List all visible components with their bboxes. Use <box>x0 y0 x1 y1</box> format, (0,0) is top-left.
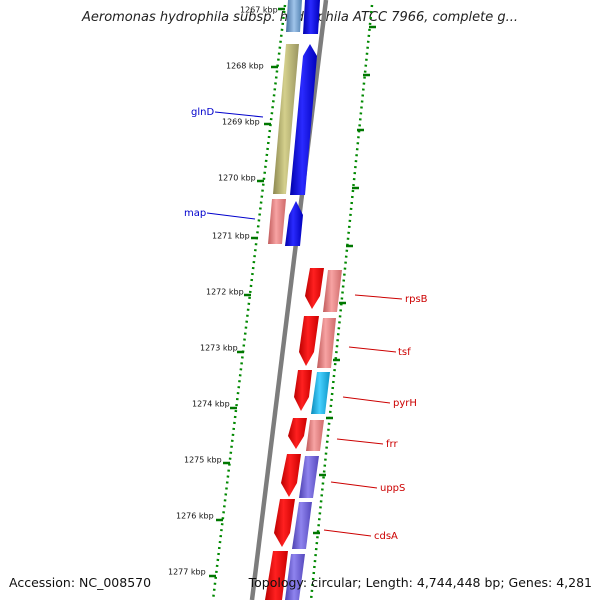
tick-label: 1269 kbp <box>222 118 260 127</box>
cog-frr <box>306 420 324 451</box>
cds-red-frr <box>288 418 307 449</box>
leader-line-rpsB <box>354 294 403 300</box>
leader-line-cdsA <box>323 529 372 537</box>
kbp-ticks: 1267 kbp 1268 kbp 1269 kbp 1270 kbp 1271 kbp… <box>168 6 376 578</box>
cog-rpsB <box>323 270 342 312</box>
tick-label: 1271 kbp <box>212 232 250 241</box>
tick-label: 1275 kbp <box>184 456 222 465</box>
backbone <box>249 0 329 600</box>
left-cds-track <box>268 0 302 244</box>
cds-pink-map <box>268 199 286 244</box>
red-cds-track <box>265 268 324 600</box>
right-dotted-ring <box>309 4 374 600</box>
cds-red-pyrH <box>294 370 312 411</box>
gene-label-uppS: uppS <box>380 483 405 494</box>
cds-red-cdsA <box>274 499 295 547</box>
cds-red-rpsB <box>305 268 324 309</box>
blue-cds-track <box>285 0 320 246</box>
tick-label: 1274 kbp <box>192 400 230 409</box>
cds-blue-top <box>303 0 320 34</box>
tick-label: 1276 kbp <box>176 512 214 521</box>
cog-cdsA <box>292 502 312 549</box>
leader-line-tsf <box>348 346 397 353</box>
cog-uppS <box>299 456 319 498</box>
left-dotted-ring <box>211 4 287 600</box>
leader-line-map <box>206 212 256 220</box>
gene-label-glnD: glnD <box>191 107 214 118</box>
gene-labels: glnD map rpsB tsf pyrH frr uppS cdsA <box>184 107 428 542</box>
gene-label-cdsA: cdsA <box>374 531 398 542</box>
cds-blue-map <box>285 201 303 246</box>
right-cog-track <box>285 270 342 600</box>
cds-steel-top <box>286 0 302 32</box>
tick-label: 1268 kbp <box>226 62 264 71</box>
cog-bottom <box>285 554 305 600</box>
accession-text: Accession: NC_008570 <box>9 575 152 590</box>
cds-red-uppS <box>281 454 301 497</box>
cds-olive-glnD <box>273 44 299 194</box>
topology-summary: Topology: circular; Length: 4,744,448 bp… <box>248 575 592 590</box>
tick-label: 1270 kbp <box>218 174 256 183</box>
tick-label: 1267 kbp <box>240 6 278 15</box>
cds-blue-glnD <box>290 44 317 195</box>
leader-line-pyrH <box>342 396 391 404</box>
tick-label: 1272 kbp <box>206 288 244 297</box>
cds-red-bottom <box>265 551 288 600</box>
gene-label-pyrH: pyrH <box>393 398 417 409</box>
leader-line-frr <box>336 438 384 445</box>
cog-tsf <box>317 318 336 368</box>
leader-line-glnD <box>214 111 264 118</box>
tick-label: 1273 kbp <box>200 344 238 353</box>
gene-label-tsf: tsf <box>398 347 411 358</box>
gene-label-rpsB: rpsB <box>405 294 428 305</box>
tick-label: 1277 kbp <box>168 568 206 577</box>
leader-line-uppS <box>330 481 378 489</box>
cog-pyrH <box>311 372 330 414</box>
gene-label-frr: frr <box>386 439 398 450</box>
gene-label-map: map <box>184 208 206 219</box>
cds-red-tsf <box>299 316 319 366</box>
